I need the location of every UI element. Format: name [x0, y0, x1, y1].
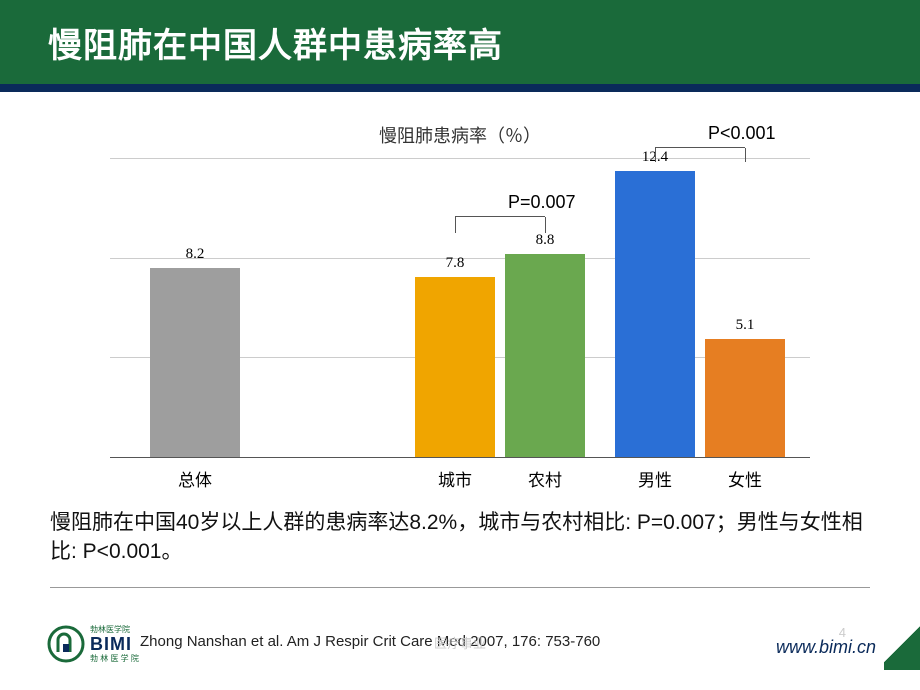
slide-title: 慢阻肺在中国人群中患病率高 — [48, 18, 503, 67]
summary-text: 慢阻肺在中国40岁以上人群的患病率达8.2%，城市与农村相比: P=0.007；… — [50, 508, 870, 567]
logo-icon — [46, 624, 86, 664]
citation: Zhong Nanshan et al. Am J Respir Crit Ca… — [140, 633, 600, 650]
p-value-bracket: P<0.001 — [110, 159, 810, 457]
logo-brand: BIMI — [90, 635, 139, 653]
chart-x-labels: 总体 城市 农村 男性 女性 — [110, 458, 810, 488]
chart-plot: 8.27.88.812.45.1P=0.007P<0.001 — [110, 158, 810, 458]
x-label: 总体 — [178, 466, 212, 491]
p-value-label: P<0.001 — [708, 123, 776, 144]
slide-header: 慢阻肺在中国人群中患病率高 — [0, 0, 920, 92]
watermark: 医疗事业 — [434, 633, 486, 652]
x-label: 城市 — [438, 466, 472, 491]
logo: 勃林医学院 BIMI 勃 林 医 学 院 — [46, 624, 139, 664]
footer-rule — [50, 587, 870, 588]
logo-bottom-text: 勃 林 医 学 院 — [90, 653, 139, 664]
corner-accent — [884, 622, 920, 670]
footer-url: www.bimi.cn — [776, 637, 876, 658]
chart-title: 慢阻肺患病率（％） — [110, 122, 810, 148]
x-label: 农村 — [528, 466, 562, 491]
chart-area: 慢阻肺患病率（％） 8.27.88.812.45.1P=0.007P<0.001… — [110, 122, 810, 492]
x-label: 男性 — [638, 466, 672, 491]
x-label: 女性 — [728, 466, 762, 491]
footer: 勃林医学院 BIMI 勃 林 医 学 院 Zhong Nanshan et al… — [0, 620, 920, 670]
